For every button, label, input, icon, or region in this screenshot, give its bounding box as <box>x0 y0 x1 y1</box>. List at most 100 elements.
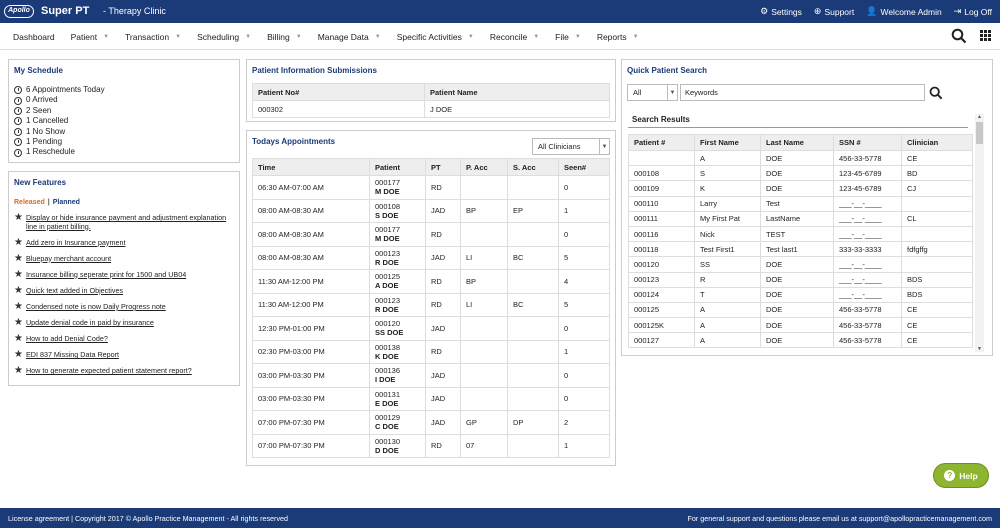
table-row[interactable]: 06:30 AM-07:00 AM 000177 M DOE RD 0 <box>252 175 610 200</box>
table-row[interactable]: 000118 Test First1 Test last1 333-33-3333 fd… <box>628 241 973 258</box>
table-row[interactable]: 000110 Larry Test ___-__-____ <box>628 195 973 212</box>
feature-item[interactable]: ★ Insurance billing seperate print for 15… <box>14 268 187 280</box>
sacc-cell <box>507 222 559 247</box>
table-row[interactable]: 02:30 PM-03:00 PM 000138 K DOE RD 1 <box>252 339 610 364</box>
table-row[interactable]: 08:00 AM-08:30 AM 000177 M DOE RD 0 <box>252 222 610 247</box>
seen-cell: 0 <box>558 363 610 388</box>
logoff-link[interactable]: ⇥ Log Off <box>953 6 992 17</box>
feature-item[interactable]: ★ Quick text added in Objectives <box>14 284 124 296</box>
nav-billing[interactable]: Billing ▼ <box>267 31 302 42</box>
sacc-cell <box>507 175 559 200</box>
result-cell: TEST <box>760 225 834 243</box>
table-row[interactable]: 000109 K DOE 123-45-6789 CJ <box>628 180 973 197</box>
feature-item[interactable]: ★ How to generate expected patient statem… <box>14 365 192 377</box>
scroll-down-icon[interactable]: ▼ <box>977 346 982 352</box>
table-row[interactable]: 12:30 PM-01:00 PM 000120 SS DOE JAD 0 <box>252 316 610 341</box>
nav-patient[interactable]: Patient ▼ <box>70 31 110 42</box>
table-row[interactable]: 07:00 PM-07:30 PM 000129 C DOE JAD GP DP 2 <box>252 410 610 435</box>
table-row[interactable]: 000302 J DOE <box>252 100 610 118</box>
schedule-item[interactable]: 2 Seen <box>14 106 105 116</box>
apollo-logo[interactable]: Apollo <box>4 2 34 21</box>
schedule-item[interactable]: 1 Cancelled <box>14 116 105 126</box>
search-icon[interactable] <box>929 86 943 100</box>
nav-specific-activities[interactable]: Specific Activities ▼ <box>396 31 474 42</box>
scrollbar-thumb[interactable] <box>976 122 983 144</box>
scroll-up-icon[interactable]: ▲ <box>977 114 982 120</box>
star-icon: ★ <box>14 317 23 329</box>
clock-icon <box>14 127 22 136</box>
table-row[interactable]: 11:30 AM-12:00 PM 000125 A DOE RD BP 4 <box>252 269 610 294</box>
seen-cell: 4 <box>558 269 610 294</box>
schedule-item[interactable]: 1 Pending <box>14 137 105 147</box>
search-scope-select[interactable]: All ▼ <box>627 84 678 101</box>
time-cell: 07:00 PM-07:30 PM <box>252 410 370 435</box>
table-row[interactable]: 03:00 PM-03:30 PM 000136 I DOE JAD 0 <box>252 363 610 388</box>
result-cell: ___-__-____ <box>833 256 902 273</box>
clinician-filter-select[interactable]: All Clinicians ▼ <box>532 138 610 155</box>
feature-item[interactable]: ★ Update denial code in paid by insurance <box>14 317 154 329</box>
result-cell: 000108 <box>628 165 695 182</box>
table-row[interactable]: 11:30 AM-12:00 PM 000123 R DOE RD LI BC 5 <box>252 292 610 317</box>
keywords-input[interactable]: Keywords <box>680 84 925 101</box>
table-row[interactable]: 000116 Nick TEST ___-__-____ <box>628 225 973 243</box>
support-link[interactable]: ⊕ Support <box>813 6 855 17</box>
table-row[interactable]: A DOE 456-33-5778 CE <box>628 149 973 167</box>
seen-cell: 0 <box>558 222 610 247</box>
schedule-item[interactable]: 1 No Show <box>14 127 105 137</box>
feature-item[interactable]: ★ EDI 837 Missing Data Report <box>14 349 120 361</box>
table-row[interactable]: 000125 A DOE 456-33-5778 CE <box>628 301 973 319</box>
nav-transaction[interactable]: Transaction ▼ <box>125 31 182 42</box>
search-icon[interactable] <box>951 28 967 44</box>
feature-item[interactable]: ★ Bluepay merchant account <box>14 252 112 264</box>
apps-grid-icon[interactable] <box>980 30 991 41</box>
settings-link[interactable]: ⚙ Settings <box>760 6 802 17</box>
schedule-item[interactable]: 6 Appointments Today <box>14 85 105 95</box>
table-row[interactable]: 08:00 AM-08:30 AM 000108 S DOE JAD BP EP 1 <box>252 198 610 223</box>
tab-planned[interactable]: Planned <box>52 199 80 206</box>
nav-dashboard[interactable]: Dashboard <box>13 31 55 42</box>
table-row[interactable]: 000125K A DOE 456-33-5778 CE <box>628 317 973 334</box>
table-row[interactable]: 000123 R DOE ___-__-____ BDS <box>628 271 973 288</box>
nav-reports[interactable]: Reports ▼ <box>596 31 639 42</box>
sacc-cell <box>507 316 559 341</box>
patient-cell: 000108 S DOE <box>369 198 426 223</box>
table-row[interactable]: 000127 A DOE 456-33-5778 CE <box>628 332 973 349</box>
tab-released[interactable]: Released <box>14 199 45 206</box>
table-row[interactable]: 000111 My First Pat LastName ___-__-____ CL <box>628 210 973 227</box>
result-cell: BDS <box>901 286 973 303</box>
table-row[interactable]: 07:00 PM-07:30 PM 000130 D DOE RD 07 1 <box>252 433 610 458</box>
seen-cell: 0 <box>558 175 610 200</box>
welcome-user[interactable]: 👤 Welcome Admin <box>866 6 942 17</box>
schedule-item[interactable]: 1 Reschedule <box>14 147 105 157</box>
table-row[interactable]: 000120 SS DOE ___-__-____ <box>628 256 973 273</box>
result-cell: 333-33-3333 <box>833 241 902 258</box>
schedule-item[interactable]: 0 Arrived <box>14 95 105 105</box>
nav-reconcile[interactable]: Reconcile ▼ <box>489 31 540 42</box>
table-row[interactable]: 03:00 PM-03:30 PM 000131 E DOE JAD 0 <box>252 386 610 411</box>
feature-item[interactable]: ★ How to add Denial Code? <box>14 333 108 345</box>
nav-file[interactable]: File ▼ <box>555 31 581 42</box>
sacc-cell <box>507 269 559 294</box>
feature-item[interactable]: ★ Display or hide insurance payment and a… <box>14 212 227 231</box>
table-row[interactable]: 08:00 AM-08:30 AM 000123 R DOE JAD LI BC 5 <box>252 245 610 270</box>
col-header: S. Acc <box>507 158 559 176</box>
star-icon: ★ <box>14 300 23 312</box>
patient-cell: 000177 M DOE <box>369 175 426 200</box>
col-header: SSN # <box>833 134 902 151</box>
result-cell: 456-33-5778 <box>833 301 902 319</box>
results-scrollbar[interactable]: ▲ ▼ <box>975 114 984 352</box>
chevron-down-icon: ▼ <box>632 33 639 40</box>
result-cell: 456-33-5778 <box>833 332 902 349</box>
feature-item[interactable]: ★ Add zero in Insurance payment <box>14 236 126 248</box>
nav-scheduling[interactable]: Scheduling ▼ <box>197 31 252 42</box>
result-cell: T <box>694 286 761 303</box>
table-row[interactable]: 000124 T DOE ___-__-____ BDS <box>628 286 973 303</box>
feature-item[interactable]: ★ Condensed note is now Daily Progress no… <box>14 300 166 312</box>
sacc-cell: DP <box>507 410 559 435</box>
result-cell: 000109 <box>628 180 695 197</box>
table-row[interactable]: 000108 S DOE 123-45-6789 BD <box>628 165 973 182</box>
nav-manage-data[interactable]: Manage Data ▼ <box>317 31 381 42</box>
footer-copyright[interactable]: License agreement | Copyright 2017 © Apo… <box>8 514 289 523</box>
help-button[interactable]: ? Help <box>933 463 989 488</box>
footer-support[interactable]: For general support and questions please… <box>687 514 992 523</box>
